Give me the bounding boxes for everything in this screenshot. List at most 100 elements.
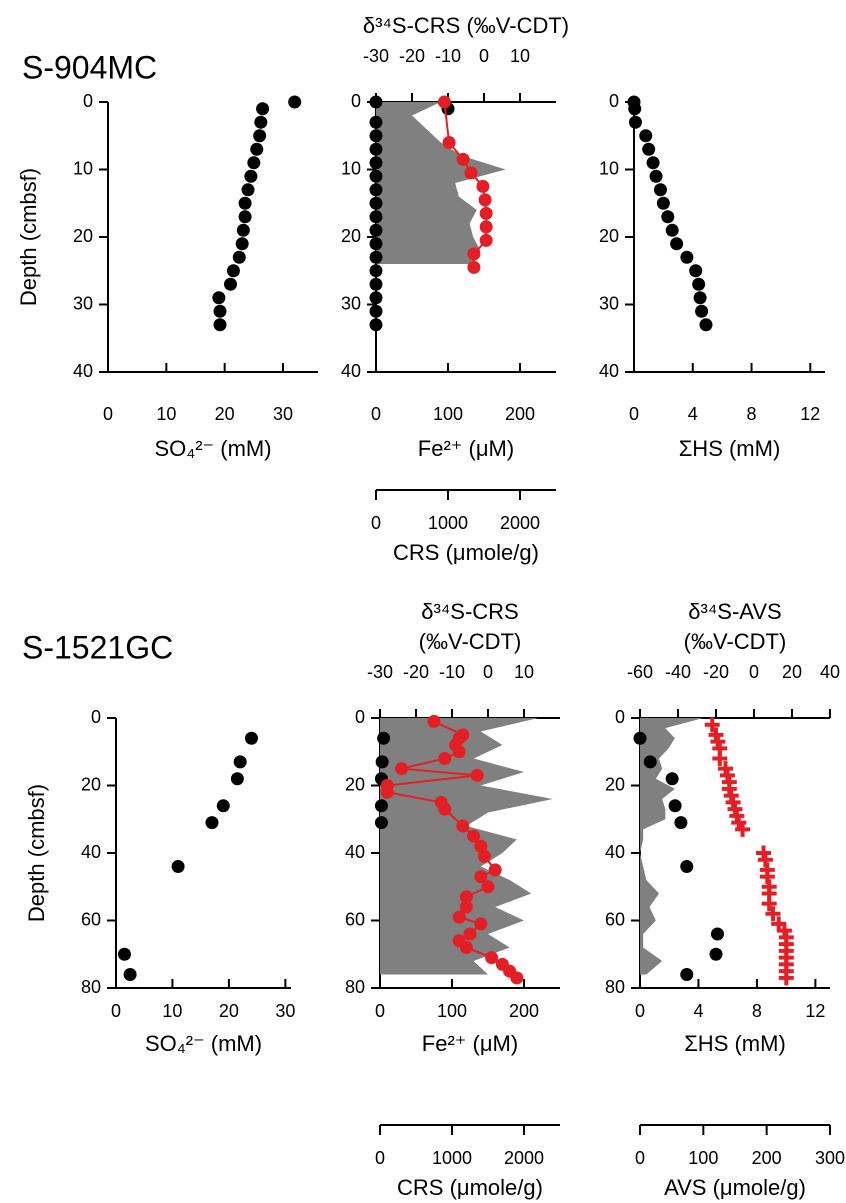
data-point <box>377 731 391 745</box>
x2-tick-label: 10 <box>514 662 534 682</box>
y-tick-label: 30 <box>599 293 619 313</box>
data-point <box>704 717 720 733</box>
y-tick-label: 40 <box>605 842 625 862</box>
x2-tick-label: -30 <box>367 662 393 682</box>
data-point <box>474 870 488 884</box>
data-point <box>212 291 226 305</box>
y-tick-label: 80 <box>605 977 625 997</box>
x2-tick-label: -20 <box>399 46 425 66</box>
data-point <box>474 839 488 853</box>
data-point <box>250 142 264 156</box>
data-point <box>238 196 252 210</box>
data-point <box>369 95 383 109</box>
area-profile <box>640 718 704 975</box>
x3-tick-label: 100 <box>688 1148 718 1168</box>
x2-tick-label: 0 <box>483 662 493 682</box>
x3-tick-label: 200 <box>752 1148 782 1168</box>
data-point <box>670 237 684 251</box>
y-axis-label: Depth (cmbsf) <box>16 168 41 306</box>
x3-tick-label: 0 <box>375 1148 385 1168</box>
data-point <box>442 136 456 149</box>
x-tick-label: 0 <box>635 1001 645 1021</box>
x-tick-label: 8 <box>747 404 757 424</box>
data-point <box>470 768 484 782</box>
x2-axis-label: δ³⁴S-AVS <box>688 599 781 624</box>
data-point <box>369 304 383 318</box>
data-point <box>649 169 663 183</box>
data-point <box>459 890 473 904</box>
data-point <box>665 223 679 237</box>
data-point <box>369 196 383 210</box>
data-point <box>656 196 670 210</box>
data-point <box>680 860 694 873</box>
y-tick-label: 10 <box>599 158 619 178</box>
x2-axis-label: δ³⁴S-CRS <box>421 599 518 624</box>
data-point <box>628 102 642 116</box>
data-point <box>369 210 383 224</box>
data-point <box>213 304 227 318</box>
data-point <box>247 156 261 170</box>
x-tick-label: 4 <box>693 1001 703 1021</box>
data-point <box>485 951 499 965</box>
data-point <box>699 318 713 332</box>
x-tick-label: 100 <box>433 404 463 424</box>
x3-tick-label: 1000 <box>432 1148 472 1168</box>
x-tick-label: 0 <box>103 404 113 424</box>
panel-title: S-904MC <box>22 49 157 85</box>
data-point <box>710 927 724 941</box>
y-tick-label: 20 <box>341 226 361 246</box>
data-point <box>226 264 240 278</box>
x2-axis-label: (‰V-CDT) <box>419 629 522 654</box>
data-point <box>639 129 653 143</box>
x3-tick-label: 1000 <box>428 513 468 533</box>
x-tick-label: 0 <box>111 1001 121 1021</box>
data-point <box>232 250 246 264</box>
data-point <box>375 755 389 769</box>
y-tick-label: 20 <box>599 226 619 246</box>
data-point <box>438 752 452 765</box>
data-point <box>479 233 493 247</box>
data-point <box>452 910 466 924</box>
data-point <box>369 115 383 129</box>
x2-tick-label: 10 <box>510 46 530 66</box>
y-tick-label: 10 <box>341 158 361 178</box>
y-tick-label: 60 <box>605 909 625 929</box>
data-point <box>765 906 781 922</box>
panel-title: S-1521GC <box>22 629 173 665</box>
y-tick-label: 0 <box>355 707 365 727</box>
x-tick-label: 0 <box>375 1001 385 1021</box>
data-point <box>395 762 409 776</box>
data-point <box>369 223 383 237</box>
data-point <box>369 318 383 332</box>
y-tick-label: 40 <box>73 361 93 381</box>
data-point <box>463 927 477 941</box>
data-point <box>643 755 657 769</box>
x-tick-label: 100 <box>437 1001 467 1021</box>
data-point <box>467 247 481 261</box>
y-tick-label: 0 <box>91 707 101 727</box>
data-point <box>456 819 470 833</box>
data-point <box>369 169 383 183</box>
y-tick-label: 60 <box>81 909 101 929</box>
x-tick-label: 200 <box>505 404 535 424</box>
data-point <box>224 277 237 291</box>
data-point <box>256 102 270 116</box>
data-point <box>665 772 679 786</box>
data-point <box>646 156 660 170</box>
data-point <box>680 250 694 264</box>
x2-tick-label: -30 <box>363 46 389 66</box>
data-point <box>695 304 709 318</box>
y-tick-label: 0 <box>609 91 619 111</box>
y-axis-label: Depth (cmbsf) <box>24 784 49 922</box>
y-tick-label: 20 <box>73 226 93 246</box>
data-point <box>653 183 667 197</box>
data-point <box>369 142 383 156</box>
data-point <box>642 142 656 156</box>
x2-tick-label: -20 <box>403 662 429 682</box>
data-point <box>216 799 230 813</box>
data-point <box>476 179 490 193</box>
data-point <box>374 816 388 830</box>
data-point <box>369 264 383 278</box>
x-tick-label: 12 <box>800 404 820 424</box>
